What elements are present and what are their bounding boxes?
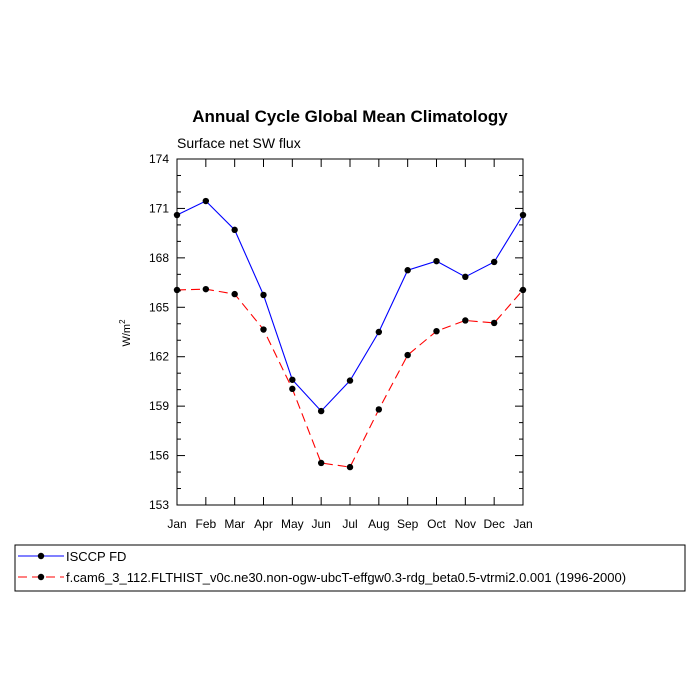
series-1-point	[519, 211, 527, 219]
legend-label-2: f.cam6_3_112.FLTHIST_v0c.ne30.non-ogw-ub…	[66, 570, 626, 585]
x-tick-label: Mar	[224, 517, 245, 531]
x-tick-label: Jun	[311, 517, 330, 531]
x-tick-label: Jan	[513, 517, 532, 531]
y-tick-label: 165	[149, 300, 169, 314]
series-1-point	[289, 376, 296, 383]
series-1-point	[375, 328, 383, 336]
x-tick-label: May	[281, 517, 304, 531]
y-tick-label: 174	[149, 152, 169, 166]
y-tick-label: 171	[149, 201, 169, 215]
series-2-point	[289, 385, 296, 393]
y-tick-label: 156	[149, 449, 169, 463]
x-tick-labels: Jan Feb Mar Apr May Jun Jul Aug Sep Oct Nov Dec Jan	[167, 517, 532, 531]
series-1-point	[462, 273, 469, 281]
x-tick-label: Nov	[455, 517, 476, 531]
series-2-point	[317, 459, 325, 467]
series-1-point	[490, 258, 498, 266]
legend-marker-1	[37, 552, 45, 560]
legend-marker-2	[37, 573, 45, 581]
series-1-point	[173, 211, 181, 219]
series-2-point	[433, 327, 440, 335]
series-group	[173, 197, 527, 471]
series-2-point	[231, 290, 238, 298]
series-2-point	[490, 319, 498, 327]
series-2-point	[173, 286, 181, 294]
series-1	[173, 197, 527, 415]
y-tick-label: 159	[149, 399, 169, 413]
series-2	[173, 285, 527, 471]
series-2-point	[202, 285, 210, 293]
chart-title: Annual Cycle Global Mean Climatology	[192, 107, 508, 126]
y-tick-label: 168	[149, 251, 169, 265]
y-axis-label-superscript: 2	[118, 319, 127, 324]
y-axis-label: W/m2	[118, 319, 133, 347]
x-tick-label: Feb	[195, 517, 216, 531]
series-2-point	[404, 351, 411, 359]
legend-box	[14, 544, 686, 592]
y-tick-label: 153	[149, 498, 169, 512]
legend: ISCCP FD f.cam6_3_112.FLTHIST_v0c.ne30.no…	[14, 544, 686, 592]
x-tick-label: Jul	[342, 517, 357, 531]
series-2-point	[375, 406, 383, 413]
series-2-point	[346, 463, 354, 471]
x-tick-label: Jan	[167, 517, 186, 531]
x-tick-label: Apr	[254, 517, 273, 531]
series-2-point	[519, 286, 527, 294]
legend-label-1: ISCCP FD	[66, 549, 126, 564]
series-1-point	[260, 291, 267, 299]
plot-frame	[176, 158, 524, 506]
chart-subtitle: Surface net SW flux	[177, 135, 301, 151]
x-tick-label: Sep	[397, 517, 419, 531]
y-tick-label: 162	[149, 350, 169, 364]
x-tick-label: Aug	[368, 517, 389, 531]
series-1-point	[317, 407, 325, 415]
series-1-point	[202, 197, 210, 205]
series-1-point	[231, 226, 238, 234]
x-tick-label: Oct	[427, 517, 446, 531]
y-axis-label-text: W/m	[121, 324, 133, 347]
y-tick-labels: 153 156 159 162 165 168 171 174	[149, 152, 169, 512]
x-tick-label: Dec	[483, 517, 504, 531]
series-1-point	[346, 377, 354, 384]
axis-ticks	[176, 158, 524, 506]
series-1-point	[404, 267, 411, 274]
series-2-point	[260, 326, 267, 333]
plot-area	[176, 158, 524, 506]
series-1-point	[433, 257, 440, 265]
series-2-point	[462, 317, 469, 324]
